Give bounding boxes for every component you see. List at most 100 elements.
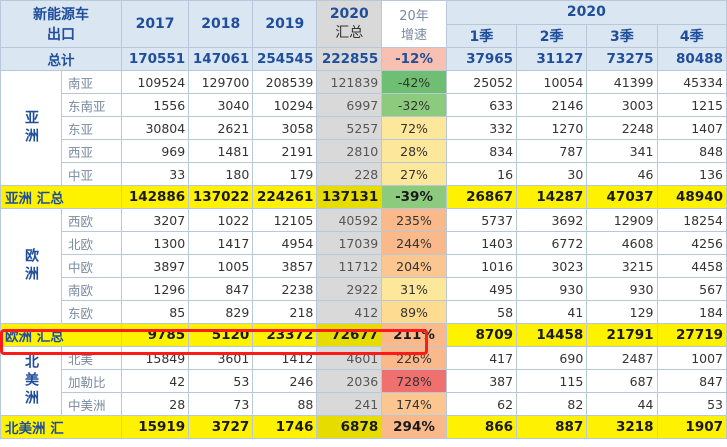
value-cell: 40592 xyxy=(316,208,383,232)
col-2020-total: 2020 汇总 xyxy=(316,0,383,48)
table-row: 北欧 1300 1417 4954 17039 244% 1403 6772 4608 4256 xyxy=(1,231,727,255)
value-cell: 10054 xyxy=(516,70,588,94)
value-cell: 1016 xyxy=(445,254,518,278)
table-row: 东亚 30804 2621 3058 5257 72% 332 1270 2248 1407 xyxy=(1,116,727,140)
value-cell: 1481 xyxy=(188,139,254,163)
value-cell: 930 xyxy=(586,277,658,301)
value-cell: 341 xyxy=(586,139,658,163)
value-cell: 3218 xyxy=(586,415,658,439)
row-name: 北美洲 汇 xyxy=(0,415,122,439)
growth-cell: 31% xyxy=(381,277,447,301)
value-cell: 4608 xyxy=(586,231,658,255)
growth-cell: 27% xyxy=(381,162,447,186)
value-cell: 2922 xyxy=(316,277,383,301)
col-q2: 2季 xyxy=(516,23,588,48)
row-name: 东欧 xyxy=(61,300,122,324)
col-q3: 3季 xyxy=(586,23,658,48)
value-cell: 23372 xyxy=(252,323,318,347)
table-row: 中亚 33 180 179 228 27% 16 30 46 136 xyxy=(1,162,727,186)
value-cell: 5120 xyxy=(188,323,254,347)
value-cell: 224261 xyxy=(252,185,318,209)
value-cell: 16 xyxy=(445,162,518,186)
value-cell: 14287 xyxy=(516,185,588,209)
value-cell: 1300 xyxy=(120,231,190,255)
value-cell: 2036 xyxy=(316,369,383,393)
value-cell: 969 xyxy=(120,139,190,163)
value-cell: 567 xyxy=(656,277,727,301)
growth-cell: 174% xyxy=(381,392,447,416)
value-cell: 18254 xyxy=(656,208,727,232)
value-cell: 5257 xyxy=(316,116,383,140)
value-cell: 930 xyxy=(516,277,588,301)
growth-cell: -42% xyxy=(381,70,447,94)
value-cell: 687 xyxy=(586,369,658,393)
table-title: 新能源车 出口 xyxy=(0,0,122,48)
value-cell: 4256 xyxy=(656,231,727,255)
value-cell: 847 xyxy=(188,277,254,301)
value-cell: 1407 xyxy=(656,116,727,140)
value-cell: 2810 xyxy=(316,139,383,163)
col-q4: 4季 xyxy=(656,23,727,48)
value-cell: 44 xyxy=(586,392,658,416)
value-cell: 45334 xyxy=(656,70,727,94)
value-cell: 30 xyxy=(516,162,588,186)
col-2018: 2018 xyxy=(188,0,254,48)
value-cell: 3023 xyxy=(516,254,588,278)
growth-cell: 204% xyxy=(381,254,447,278)
value-cell: 2146 xyxy=(516,93,588,117)
value-cell: 2238 xyxy=(252,277,318,301)
value-cell: 15919 xyxy=(120,415,190,439)
row-name: 东南亚 xyxy=(61,93,122,117)
title-line1: 新能源车 xyxy=(32,7,89,23)
value-cell: 866 xyxy=(445,415,518,439)
value-cell: 12909 xyxy=(586,208,658,232)
value-cell: 27719 xyxy=(656,323,727,347)
value-cell: 88 xyxy=(252,392,318,416)
value-cell: 72677 xyxy=(316,323,383,347)
value-cell: 417 xyxy=(445,346,518,370)
value-cell: 109524 xyxy=(120,70,190,94)
value-cell: 3727 xyxy=(188,415,254,439)
value-cell: 137022 xyxy=(188,185,254,209)
table-row: 东南亚 1556 3040 10294 6997 -32% 633 2146 3003 1215 xyxy=(1,93,727,117)
value-cell: 82 xyxy=(516,392,588,416)
value-cell: 147061 xyxy=(188,47,254,71)
value-cell: 834 xyxy=(445,139,518,163)
value-cell: 14458 xyxy=(516,323,588,347)
value-cell: 11712 xyxy=(316,254,383,278)
value-cell: 9785 xyxy=(120,323,190,347)
value-cell: 30804 xyxy=(120,116,190,140)
growth-line2: 增速 xyxy=(401,28,428,43)
value-cell: 5737 xyxy=(445,208,518,232)
growth-cell: 72% xyxy=(381,116,447,140)
growth-cell: 211% xyxy=(381,323,447,347)
value-cell: 17039 xyxy=(316,231,383,255)
value-cell: 73275 xyxy=(586,47,658,71)
value-cell: 80488 xyxy=(656,47,727,71)
row-name: 中欧 xyxy=(61,254,122,278)
row-name: 中亚 xyxy=(61,162,122,186)
value-cell: 53 xyxy=(188,369,254,393)
growth-cell: -32% xyxy=(381,93,447,117)
value-cell: 887 xyxy=(516,415,588,439)
value-cell: 31127 xyxy=(516,47,588,71)
value-cell: 3207 xyxy=(120,208,190,232)
subtotal-row: 北美洲 汇 15919 3727 1746 6878 294% 866 887 3218 1907 xyxy=(0,415,727,439)
row-name: 西欧 xyxy=(61,208,122,232)
header-row: 新能源车 出口 2017 2018 2019 2020 汇总 20年 增速 2020 xyxy=(0,0,727,48)
value-cell: 228 xyxy=(316,162,383,186)
value-cell: 25052 xyxy=(445,70,518,94)
growth-cell: 728% xyxy=(381,369,447,393)
value-cell: 6772 xyxy=(516,231,588,255)
value-cell: 3857 xyxy=(252,254,318,278)
value-cell: 41 xyxy=(516,300,588,324)
growth-cell: 226% xyxy=(381,346,447,370)
value-cell: 179 xyxy=(252,162,318,186)
header-row: 1季 2季 3季 4季 xyxy=(1,23,727,48)
value-cell: 254545 xyxy=(252,47,318,71)
value-cell: 8709 xyxy=(445,323,518,347)
value-cell: 1007 xyxy=(656,346,727,370)
table-row: 北美洲 北美 15849 3601 1412 4601 226% 417 690 2487 1007 xyxy=(0,346,727,416)
row-name: 加勒比 xyxy=(61,369,122,393)
